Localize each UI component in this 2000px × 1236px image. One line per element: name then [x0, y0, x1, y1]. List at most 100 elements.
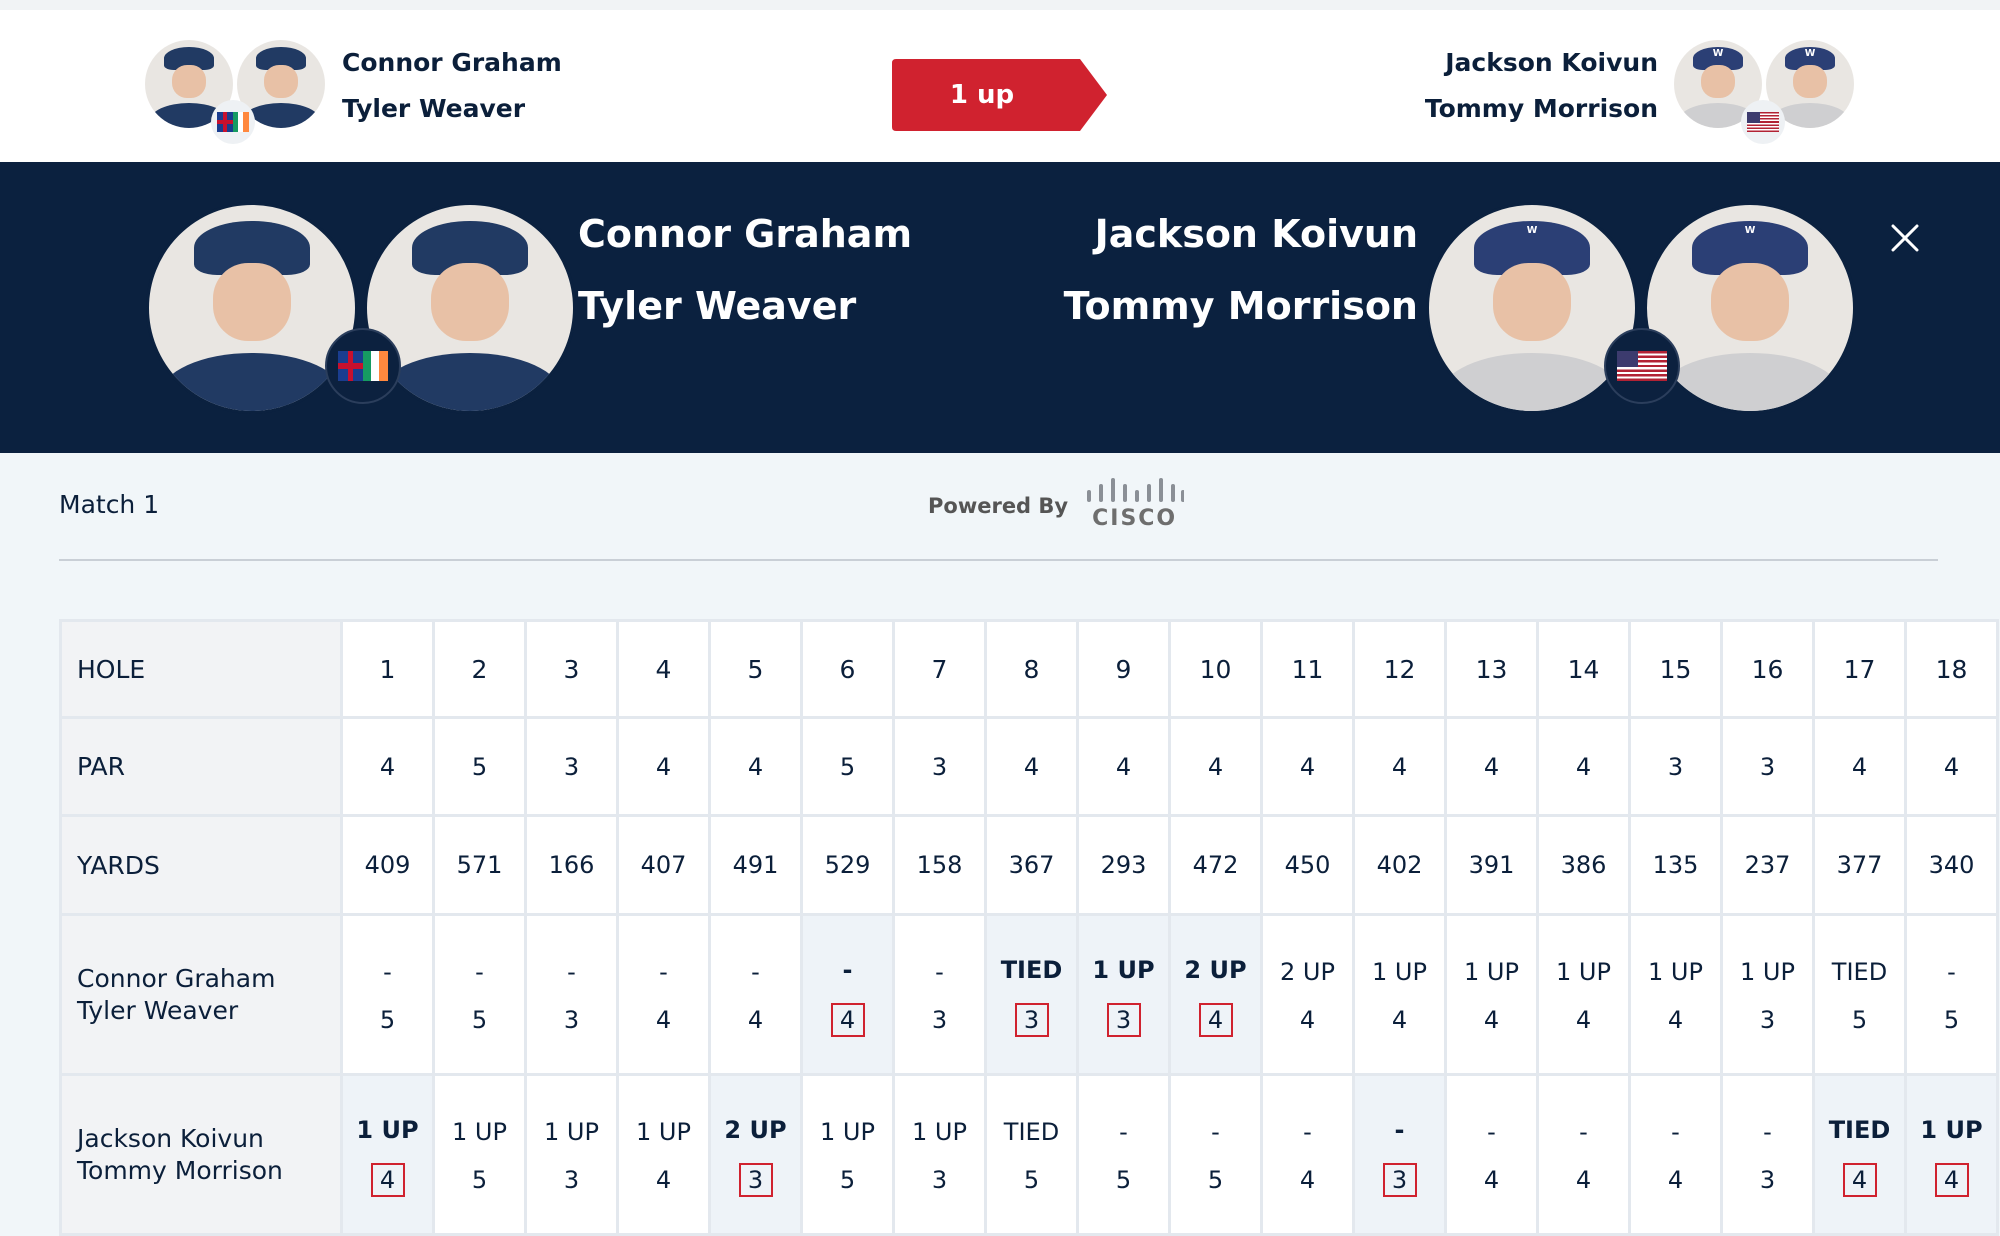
- yards-cell: 377: [1815, 817, 1904, 913]
- match-status-text: 1 UP: [820, 1117, 875, 1146]
- row-header-team-right: Jackson Koivun Tommy Morrison: [62, 1076, 340, 1233]
- match-status-text: 1 UP: [1556, 957, 1611, 986]
- winning-score: 3: [1014, 1002, 1049, 1037]
- hole-number-cell: 14: [1539, 622, 1628, 716]
- team-left-hole-cell: -4: [711, 916, 800, 1073]
- team-right-hole-cell: -4: [1447, 1076, 1536, 1233]
- hole-number-cell: 12: [1355, 622, 1444, 716]
- par-cell: 4: [1447, 719, 1536, 814]
- avatar-tyler-weaver-large: [364, 202, 576, 414]
- yards-cell: 409: [343, 817, 432, 913]
- avatar-jackson-koivun-large: [1426, 202, 1638, 414]
- match-status-badge: 1 up: [892, 59, 1107, 131]
- player-name: Connor Graham: [578, 212, 913, 256]
- hole-score: 4: [1667, 1005, 1684, 1034]
- hole-score: 5: [839, 1165, 856, 1194]
- team-left-hole-cell: -3: [895, 916, 984, 1073]
- team-left-names: Connor Graham Tyler Weaver: [342, 40, 562, 132]
- winning-score: 4: [370, 1162, 405, 1197]
- hole-score: 4: [747, 1005, 764, 1034]
- match-status-text: 1 UP: [544, 1117, 599, 1146]
- team-right-hole-cell: 1 UP 5: [803, 1076, 892, 1233]
- hole-score: 4: [1483, 1005, 1500, 1034]
- par-cell: 3: [1723, 719, 1812, 814]
- match-status-text: 2 UP: [724, 1115, 787, 1144]
- winning-score: 4: [830, 1002, 865, 1037]
- yards-cell: 571: [435, 817, 524, 913]
- close-icon[interactable]: [1885, 218, 1925, 258]
- hole-score: 3: [931, 1165, 948, 1194]
- yards-cell: 135: [1631, 817, 1720, 913]
- hole-score: 3: [1759, 1005, 1776, 1034]
- match-status-text: 1 UP: [1372, 957, 1427, 986]
- match-status-text: -: [1211, 1117, 1220, 1146]
- avatar-jackson-koivun: [1674, 40, 1762, 128]
- match-status-text: 1 UP: [1648, 957, 1703, 986]
- hole-number-cell: 9: [1079, 622, 1168, 716]
- team-left-hole-cell: -4: [803, 916, 892, 1073]
- player-name: Tommy Morrison: [1424, 94, 1658, 123]
- row-header-par: PAR: [62, 719, 340, 814]
- team-right-hole-cell: -4: [1631, 1076, 1720, 1233]
- team-left-hole-cell: 1 UP 4: [1539, 916, 1628, 1073]
- match-label: Match 1: [59, 490, 160, 519]
- yards-cell: 237: [1723, 817, 1812, 913]
- team-left-hole-cell: 2 UP 4: [1171, 916, 1260, 1073]
- hole-score: 3: [563, 1005, 580, 1034]
- par-cell: 5: [435, 719, 524, 814]
- scorecard-table: HOLE PAR YARDS Connor Graham Tyler Weave…: [59, 619, 1999, 1236]
- par-cell: 3: [1631, 719, 1720, 814]
- match-status-text: -: [1303, 1117, 1312, 1146]
- hole-score: 5: [1023, 1165, 1040, 1194]
- yards-cell: 166: [527, 817, 616, 913]
- player-name: Connor Graham: [77, 963, 276, 993]
- team-left-hole-cell: -4: [619, 916, 708, 1073]
- hole-number-cell: 10: [1171, 622, 1260, 716]
- player-name: Jackson Koivun: [1094, 212, 1418, 256]
- yards-cell: 450: [1263, 817, 1352, 913]
- par-cell: 4: [1539, 719, 1628, 814]
- par-cell: 4: [1907, 719, 1996, 814]
- par-cell: 4: [343, 719, 432, 814]
- hole-number-cell: 5: [711, 622, 800, 716]
- team-right-hole-cell: -4: [1539, 1076, 1628, 1233]
- match-status-text: TIED: [1831, 957, 1888, 986]
- match-header: Connor Graham Tyler Weaver Jackson Koivu…: [0, 162, 2000, 453]
- match-status-text: -: [1394, 1115, 1405, 1144]
- winning-score: 4: [1198, 1002, 1233, 1037]
- hole-score: 4: [1575, 1165, 1592, 1194]
- gb-ie-flag-icon: [325, 328, 401, 404]
- match-status-text: -: [751, 957, 760, 986]
- match-status-text: 1 UP: [452, 1117, 507, 1146]
- cisco-wordmark: CISCO: [1092, 506, 1178, 531]
- team-left-hole-cell: -5: [1907, 916, 1996, 1073]
- team-right-hole-cell: 1 UP 4: [343, 1076, 432, 1233]
- yards-cell: 407: [619, 817, 708, 913]
- par-cell: 4: [1171, 719, 1260, 814]
- powered-by-label: Powered By: [928, 494, 1069, 518]
- team-left-hole-cell: 1 UP 4: [1447, 916, 1536, 1073]
- hole-score: 3: [1759, 1165, 1776, 1194]
- match-status-text: -: [842, 955, 853, 984]
- player-name: Jackson Koivun: [77, 1123, 264, 1153]
- row-header-hole: HOLE: [62, 622, 340, 716]
- hole-score: 4: [1299, 1165, 1316, 1194]
- match-status-text: 2 UP: [1184, 955, 1247, 984]
- hole-number-cell: 15: [1631, 622, 1720, 716]
- row-header-team-left: Connor Graham Tyler Weaver: [62, 916, 340, 1073]
- hole-number-cell: 8: [987, 622, 1076, 716]
- hole-number-cell: 13: [1447, 622, 1536, 716]
- match-status-text: -: [1763, 1117, 1772, 1146]
- team-right-hole-cell: 1 UP 3: [527, 1076, 616, 1233]
- winning-score: 4: [1934, 1162, 1969, 1197]
- match-status-text: -: [935, 957, 944, 986]
- team-right-hole-cell: -4: [1263, 1076, 1352, 1233]
- par-cell: 4: [987, 719, 1076, 814]
- team-right-hole-cell: 1 UP 4: [1907, 1076, 1996, 1233]
- par-cell: 4: [711, 719, 800, 814]
- team-right-hole-cell: 1 UP 5: [435, 1076, 524, 1233]
- hole-number-cell: 17: [1815, 622, 1904, 716]
- yards-cell: 158: [895, 817, 984, 913]
- match-summary-bar: Connor Graham Tyler Weaver 1 up Jackson …: [0, 0, 2000, 162]
- hole-number-cell: 3: [527, 622, 616, 716]
